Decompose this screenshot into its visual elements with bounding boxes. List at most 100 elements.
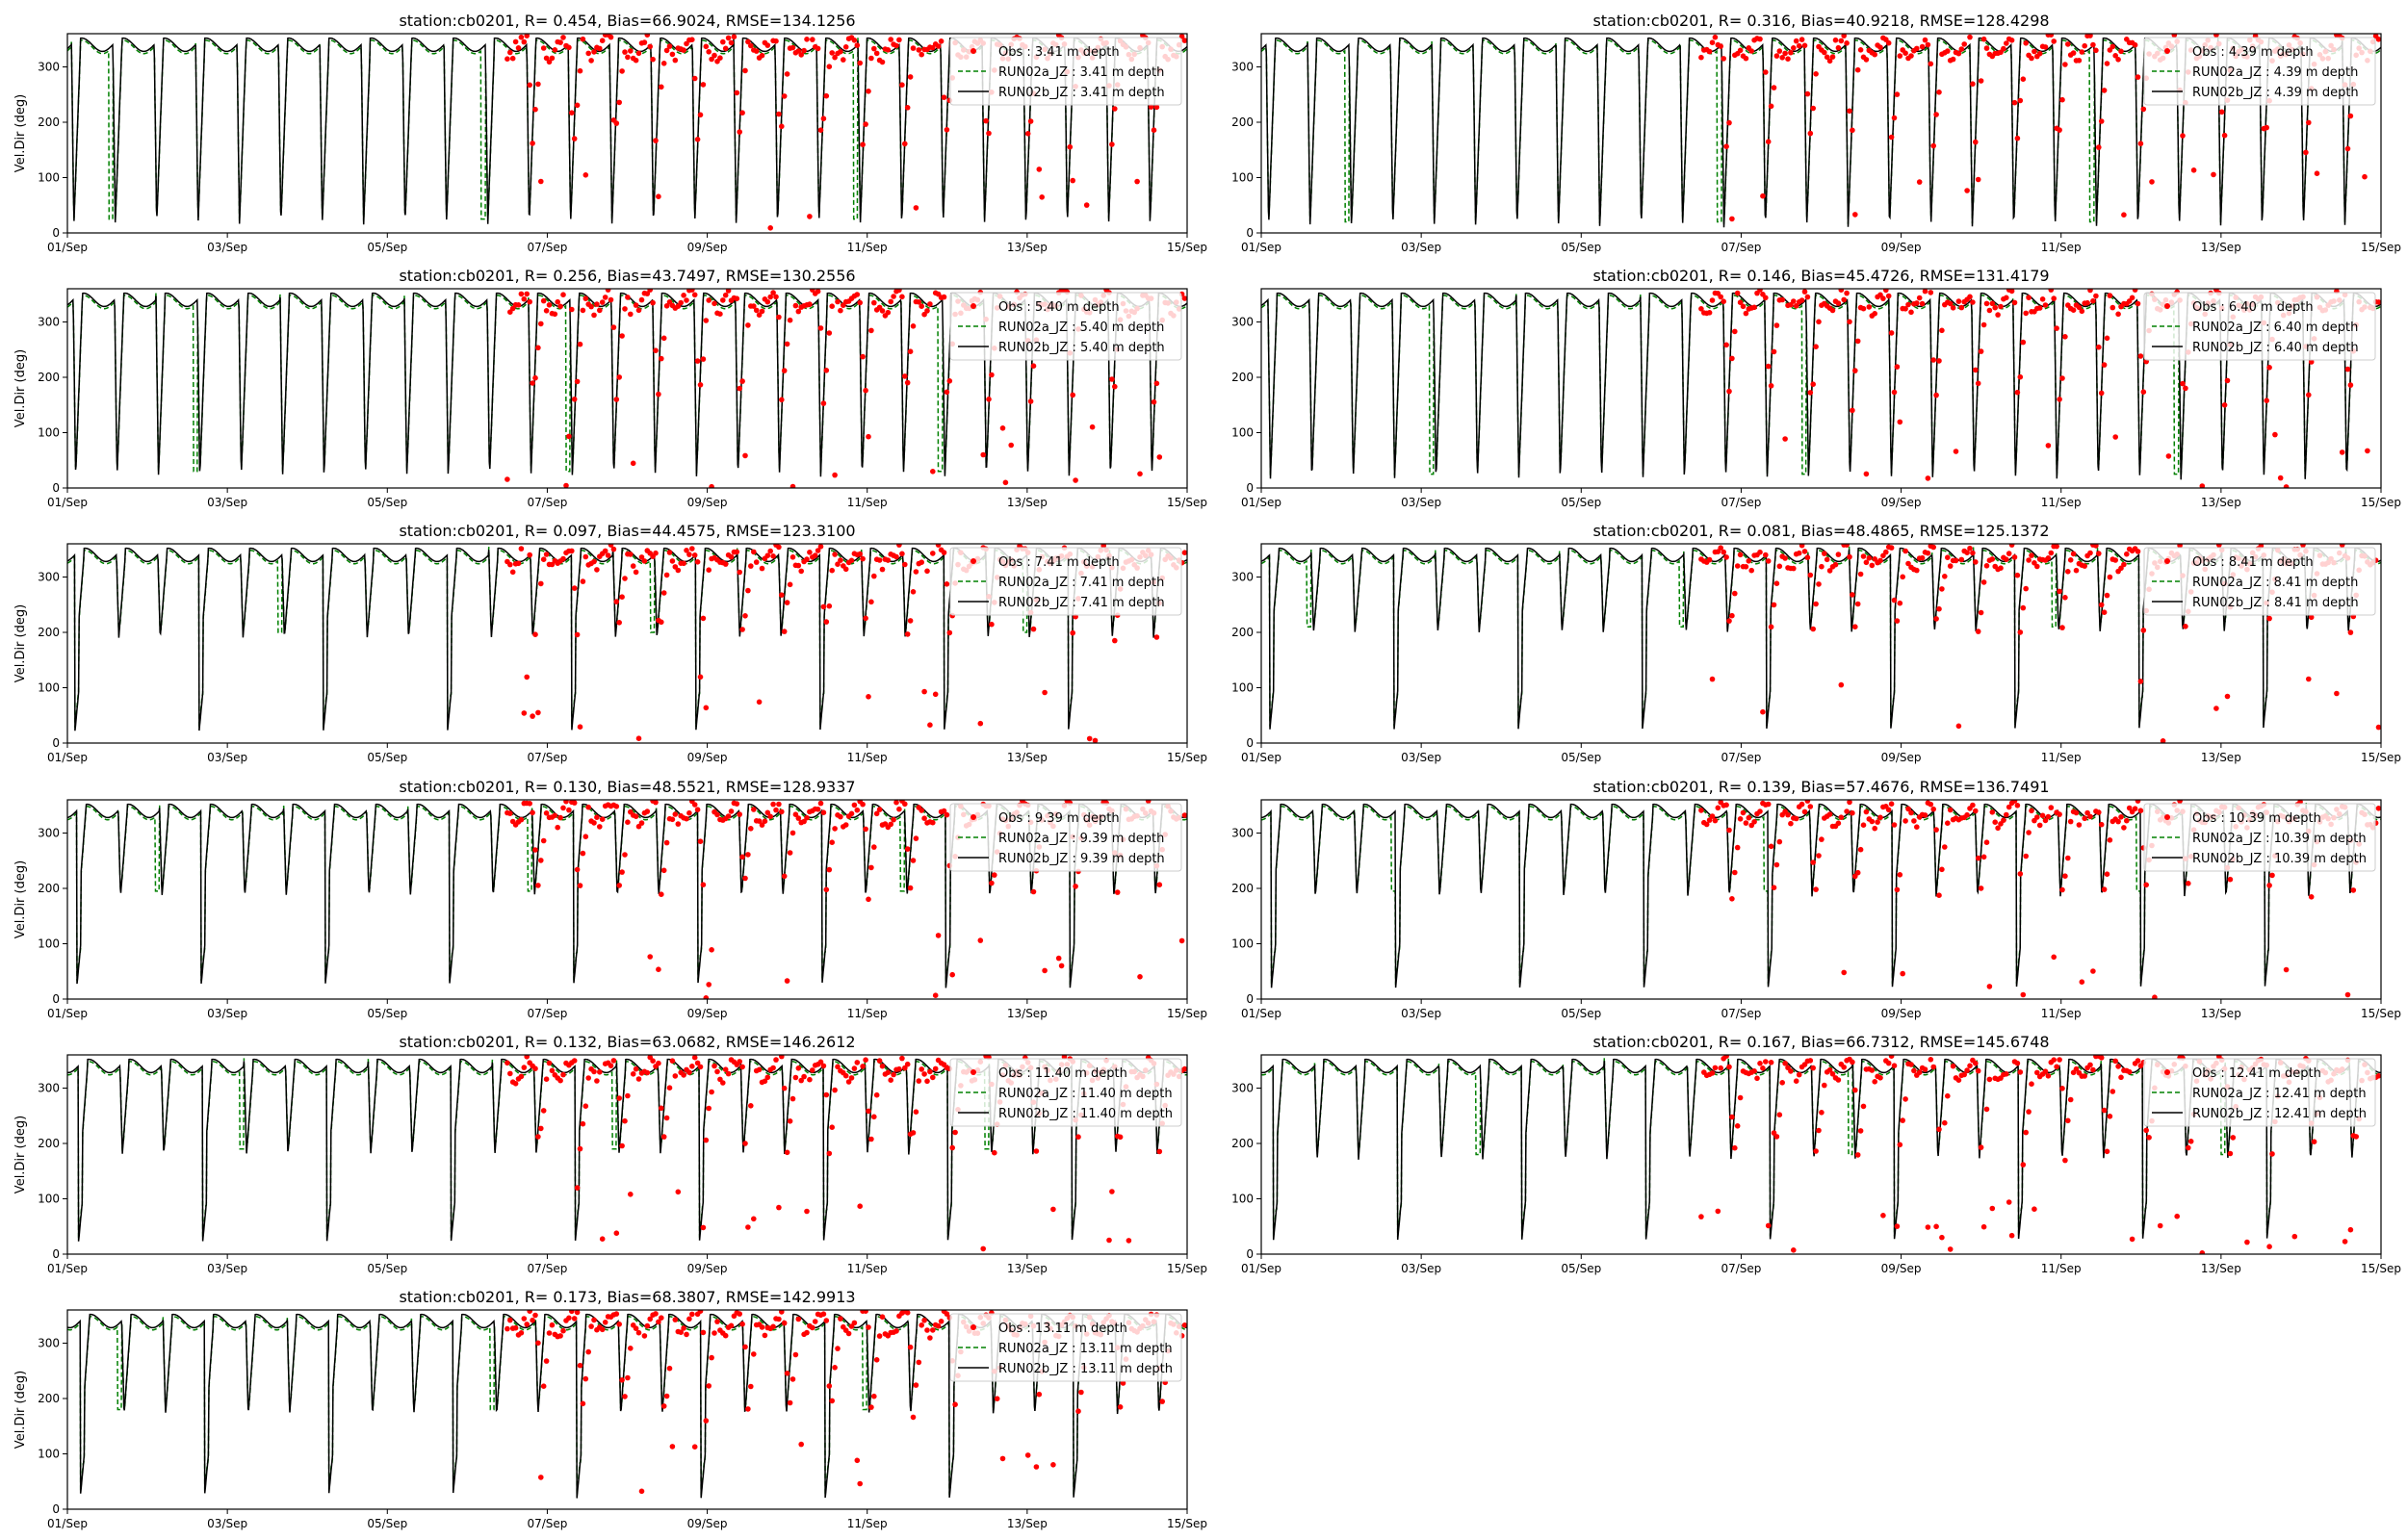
obs-point bbox=[1734, 1123, 1741, 1129]
obs-point bbox=[2093, 293, 2099, 299]
obs-point bbox=[804, 814, 810, 821]
obs-point bbox=[1925, 1224, 1931, 1230]
obs-point bbox=[2121, 561, 2127, 568]
obs-point bbox=[638, 1488, 645, 1495]
obs-point bbox=[784, 600, 790, 605]
obs-point bbox=[577, 1145, 583, 1152]
obs-point bbox=[1955, 1077, 1962, 1083]
subplot-title: station:cb0201, R= 0.146, Bias=45.4726, … bbox=[1592, 267, 2049, 285]
obs-point bbox=[1070, 629, 1075, 636]
obs-point bbox=[1782, 436, 1788, 442]
obs-point bbox=[1998, 303, 2004, 310]
obs-point bbox=[635, 1329, 642, 1336]
obs-point bbox=[1033, 1148, 1040, 1154]
obs-point bbox=[764, 298, 771, 305]
obs-point bbox=[2177, 544, 2183, 549]
obs-point bbox=[1757, 1061, 1763, 1066]
obs-point bbox=[2230, 1135, 2237, 1141]
obs-point bbox=[2183, 385, 2188, 392]
obs-point bbox=[739, 110, 745, 116]
obs-point bbox=[854, 42, 861, 48]
obs-point bbox=[580, 578, 586, 584]
obs-point bbox=[2137, 141, 2144, 146]
obs-point bbox=[2023, 1129, 2029, 1136]
x-tick-label: 09/Sep bbox=[1881, 241, 1922, 254]
obs-point bbox=[706, 1383, 712, 1389]
x-tick-label: 05/Sep bbox=[367, 1007, 407, 1020]
obs-point bbox=[686, 809, 692, 816]
obs-point bbox=[1897, 600, 1903, 606]
x-tick-label: 09/Sep bbox=[687, 241, 728, 254]
obs-point bbox=[2082, 815, 2087, 822]
obs-point bbox=[616, 883, 622, 888]
obs-point bbox=[1801, 808, 1808, 815]
obs-point bbox=[2029, 55, 2034, 62]
obs-point bbox=[907, 74, 914, 80]
obs-point bbox=[616, 99, 622, 106]
obs-point bbox=[876, 807, 883, 812]
obs-point bbox=[582, 553, 589, 560]
obs-point bbox=[742, 875, 748, 882]
obs-point bbox=[577, 1362, 583, 1369]
obs-point bbox=[1779, 55, 1785, 61]
obs-point bbox=[518, 34, 525, 40]
obs-point bbox=[549, 55, 556, 62]
obs-point bbox=[524, 1322, 530, 1327]
obs-point bbox=[543, 810, 550, 816]
obs-point bbox=[854, 807, 861, 813]
obs-point bbox=[1181, 38, 1187, 43]
obs-point bbox=[1734, 844, 1741, 851]
obs-point bbox=[656, 193, 661, 199]
obs-point bbox=[919, 808, 924, 813]
obs-point bbox=[2339, 449, 2345, 455]
obs-point bbox=[2014, 1060, 2021, 1066]
obs-point bbox=[633, 57, 639, 64]
obs-point bbox=[941, 94, 947, 100]
obs-point bbox=[669, 1058, 676, 1064]
obs-point bbox=[876, 1333, 883, 1339]
obs-point bbox=[681, 1072, 686, 1078]
obs-point bbox=[1841, 969, 1847, 976]
obs-point bbox=[1768, 1060, 1774, 1065]
obs-point bbox=[1989, 556, 1996, 562]
obs-point bbox=[619, 1377, 625, 1383]
obs-point bbox=[691, 1055, 698, 1061]
legend-obs-marker bbox=[971, 558, 976, 564]
obs-point bbox=[2029, 1081, 2034, 1087]
obs-point bbox=[1883, 549, 1889, 555]
obs-point bbox=[540, 1108, 547, 1114]
x-tick-label: 03/Sep bbox=[1401, 241, 1441, 254]
obs-point bbox=[1860, 305, 1867, 312]
obs-point bbox=[608, 34, 614, 40]
obs-point bbox=[507, 810, 513, 816]
obs-point bbox=[1117, 1404, 1124, 1410]
obs-point bbox=[1973, 1060, 1979, 1066]
obs-point bbox=[1813, 886, 1819, 892]
obs-point bbox=[1793, 303, 1799, 309]
obs-point bbox=[1810, 860, 1816, 865]
y-tick-label: 300 bbox=[1231, 571, 1254, 584]
obs-point bbox=[666, 1085, 673, 1091]
obs-point bbox=[1860, 822, 1867, 828]
subplot-7: station:cb0201, R= 0.130, Bias=48.5521, … bbox=[13, 778, 1207, 1020]
x-tick-label: 03/Sep bbox=[1401, 751, 1441, 764]
obs-point bbox=[656, 1319, 661, 1325]
obs-point bbox=[700, 615, 707, 622]
obs-point bbox=[1939, 586, 1945, 592]
obs-point bbox=[2266, 883, 2272, 888]
obs-point bbox=[1698, 1214, 1704, 1219]
obs-point bbox=[1771, 1130, 1777, 1136]
obs-point bbox=[1793, 1078, 1799, 1084]
obs-point bbox=[605, 552, 611, 558]
obs-point bbox=[2065, 41, 2071, 47]
obs-point bbox=[1027, 398, 1034, 404]
obs-point bbox=[1888, 545, 1895, 551]
obs-point bbox=[2090, 297, 2096, 304]
obs-point bbox=[1908, 1062, 1914, 1067]
obs-point bbox=[773, 1057, 779, 1063]
obs-point bbox=[1181, 1322, 1187, 1328]
obs-point bbox=[1860, 553, 1867, 559]
legend-label: RUN02a_JZ : 10.39 m depth bbox=[2192, 832, 2367, 846]
obs-point bbox=[2054, 544, 2059, 550]
obs-point bbox=[2070, 307, 2077, 314]
